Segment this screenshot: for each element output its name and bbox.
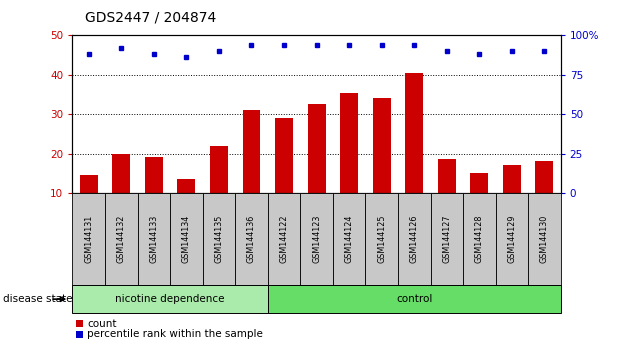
Text: percentile rank within the sample: percentile rank within the sample — [87, 329, 263, 339]
Text: GSM144127: GSM144127 — [442, 215, 451, 263]
Text: GDS2447 / 204874: GDS2447 / 204874 — [85, 11, 216, 25]
Bar — [235, 193, 268, 285]
Bar — [178, 179, 195, 232]
Text: GSM144135: GSM144135 — [214, 215, 224, 263]
Bar — [268, 285, 561, 313]
Text: GSM144128: GSM144128 — [475, 215, 484, 263]
Bar — [243, 110, 260, 232]
Bar — [301, 193, 333, 285]
Text: GSM144136: GSM144136 — [247, 215, 256, 263]
Bar — [137, 193, 170, 285]
Bar — [536, 161, 553, 232]
Text: GSM144130: GSM144130 — [540, 215, 549, 263]
Bar — [463, 193, 496, 285]
Text: control: control — [396, 294, 432, 304]
Bar — [365, 193, 398, 285]
Bar — [203, 193, 235, 285]
Bar — [430, 193, 463, 285]
Bar — [145, 158, 163, 232]
Bar — [398, 193, 430, 285]
Bar — [105, 193, 137, 285]
Text: GSM144133: GSM144133 — [149, 215, 158, 263]
Text: disease state: disease state — [3, 294, 72, 304]
Bar — [496, 193, 528, 285]
Bar — [528, 193, 561, 285]
Text: GSM144131: GSM144131 — [84, 215, 93, 263]
Bar — [503, 165, 521, 232]
Text: GSM144123: GSM144123 — [312, 215, 321, 263]
Bar — [340, 92, 358, 232]
Text: nicotine dependence: nicotine dependence — [115, 294, 225, 304]
Bar — [268, 193, 301, 285]
Bar — [405, 73, 423, 232]
Bar — [210, 146, 228, 232]
Text: GSM144129: GSM144129 — [507, 215, 517, 263]
Bar — [72, 193, 105, 285]
Bar — [170, 193, 203, 285]
Text: GSM144124: GSM144124 — [345, 215, 353, 263]
Bar — [80, 175, 98, 232]
Bar — [471, 173, 488, 232]
Text: GSM144122: GSM144122 — [280, 215, 289, 263]
Text: GSM144126: GSM144126 — [410, 215, 419, 263]
Bar — [112, 154, 130, 232]
Text: GSM144125: GSM144125 — [377, 215, 386, 263]
Text: count: count — [87, 319, 117, 329]
Bar — [307, 104, 326, 232]
Bar — [72, 285, 268, 313]
Text: GSM144132: GSM144132 — [117, 215, 126, 263]
Bar — [438, 159, 455, 232]
Bar — [275, 118, 293, 232]
Bar — [333, 193, 365, 285]
Text: GSM144134: GSM144134 — [182, 215, 191, 263]
Bar — [373, 98, 391, 232]
